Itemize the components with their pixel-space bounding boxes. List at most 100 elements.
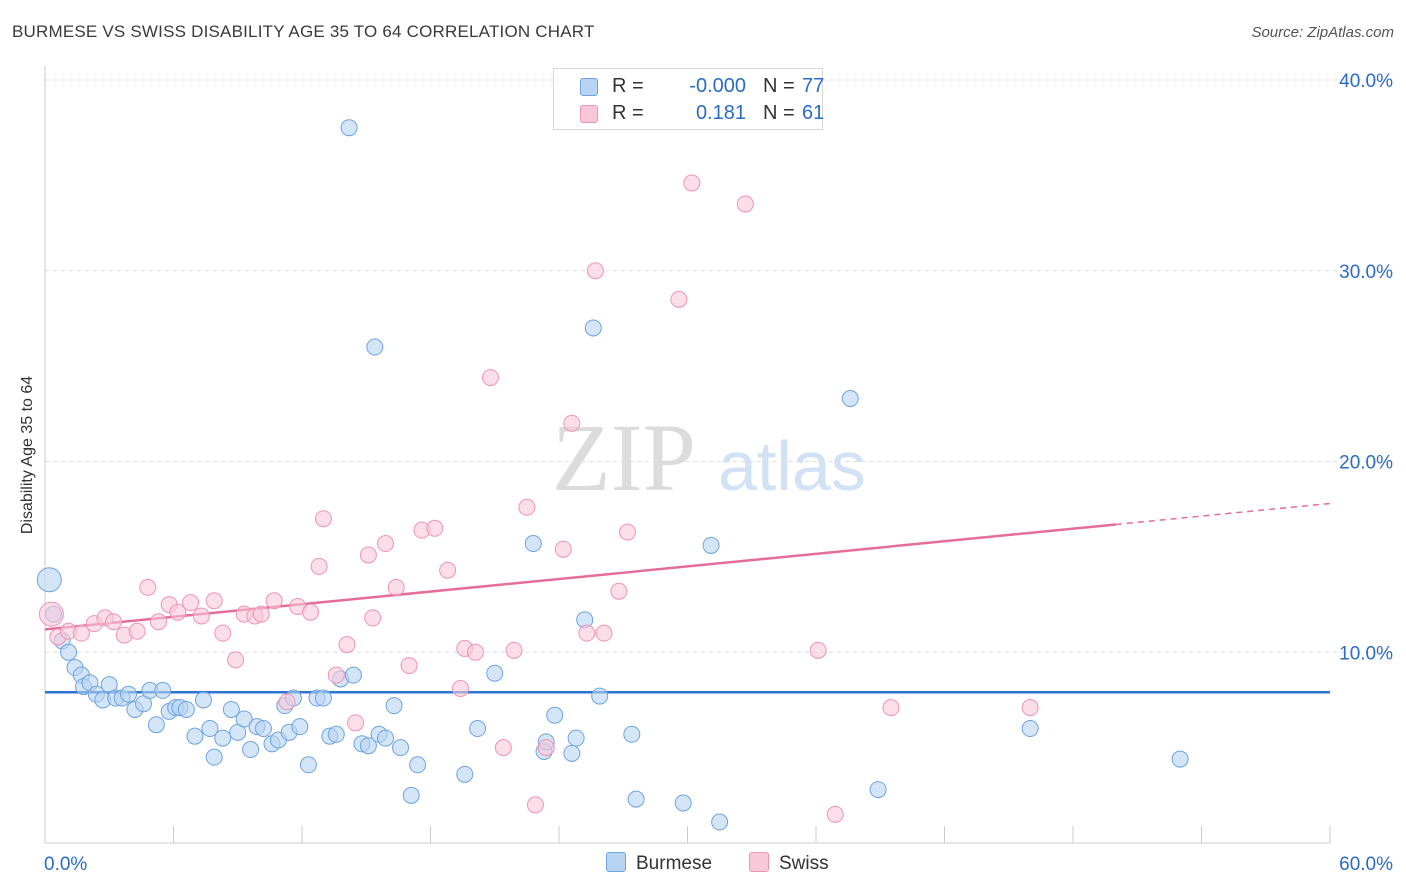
burmese-point xyxy=(1171,750,1189,768)
burmese-point xyxy=(627,790,645,808)
swiss-point xyxy=(278,693,296,711)
burmese-point xyxy=(359,737,377,755)
burmese-point xyxy=(402,786,420,804)
burmese-point xyxy=(205,748,223,766)
watermark-atlas: atlas xyxy=(718,427,866,505)
y-axis-label: Disability Age 35 to 64 xyxy=(19,375,36,535)
burmese-point xyxy=(869,781,887,799)
burmese-point xyxy=(392,739,410,757)
burmese-point xyxy=(563,744,581,762)
burmese-point xyxy=(591,687,609,705)
burmese-point xyxy=(469,720,487,738)
burmese-point xyxy=(242,741,260,759)
swiss-point xyxy=(182,594,200,612)
chart-source: Source: ZipAtlas.com xyxy=(1251,24,1394,41)
burmese-point xyxy=(409,756,427,774)
burmese-point xyxy=(201,720,219,738)
swiss-point xyxy=(302,603,320,621)
stats-legend: R = -0.000 N = 77 R = 0.181 N = 61 xyxy=(553,68,825,130)
burmese-point xyxy=(567,729,585,747)
watermark: ZIP atlas xyxy=(552,404,866,511)
swiss-point xyxy=(205,592,223,610)
swiss-point xyxy=(400,657,418,675)
x-tick-label: 60.0% xyxy=(1339,854,1393,875)
burmese-point xyxy=(366,338,384,356)
n-value: 61 xyxy=(802,102,825,124)
y-tick-label: 30.0% xyxy=(1339,262,1393,283)
n-value: 77 xyxy=(802,75,825,97)
swiss-swatch xyxy=(580,105,598,123)
burmese-point xyxy=(194,691,212,709)
swiss-point xyxy=(139,578,157,596)
burmese-point xyxy=(254,720,272,738)
burmese-swatch xyxy=(580,78,598,96)
swiss-point xyxy=(377,535,395,553)
burmese-point xyxy=(36,567,62,593)
burmese-point xyxy=(186,727,204,745)
n-label: N = xyxy=(763,102,795,124)
swiss-point xyxy=(192,607,210,625)
swiss-point xyxy=(347,714,365,732)
swiss-point xyxy=(537,739,555,757)
swiss-point xyxy=(310,557,328,575)
swiss-point xyxy=(826,805,844,823)
swiss-point xyxy=(526,796,544,814)
swiss-point xyxy=(1021,699,1039,717)
burmese-point xyxy=(340,119,358,137)
burmese-point xyxy=(456,765,474,783)
swiss-point xyxy=(252,605,270,623)
legend-item-burmese[interactable]: Burmese xyxy=(606,852,712,875)
swiss-point xyxy=(214,624,232,642)
y-tick-label: 10.0% xyxy=(1339,643,1393,664)
burmese-legend-swatch xyxy=(606,852,626,872)
swiss-point xyxy=(359,546,377,564)
swiss-point xyxy=(481,369,499,387)
n-label: N = xyxy=(763,75,795,97)
swiss-point xyxy=(451,679,469,697)
burmese-point xyxy=(1021,720,1039,738)
swiss-point xyxy=(466,643,484,661)
y-tick-label: 40.0% xyxy=(1339,71,1393,92)
burmese-point xyxy=(214,729,232,747)
chart-title: BURMESE VS SWISS DISABILITY AGE 35 TO 64… xyxy=(12,22,595,41)
burmese-point xyxy=(154,681,172,699)
swiss-point xyxy=(439,561,457,579)
swiss-point xyxy=(128,622,146,640)
burmese-point xyxy=(486,664,504,682)
burmese-point xyxy=(524,535,542,553)
burmese-point xyxy=(235,710,253,728)
swiss-point xyxy=(578,624,596,642)
burmese-point xyxy=(299,756,317,774)
swiss-point xyxy=(882,699,900,717)
swiss-point xyxy=(809,641,827,659)
tick-labels: 10.0% 20.0% 30.0% 40.0% 0.0% 60.0% xyxy=(44,71,1393,875)
swiss-point xyxy=(105,613,123,631)
swiss-point xyxy=(364,609,382,627)
swiss-point xyxy=(563,414,581,432)
burmese-point xyxy=(623,725,641,743)
swiss-point xyxy=(505,641,523,659)
burmese-point xyxy=(60,643,78,661)
burmese-point xyxy=(584,319,602,337)
burmese-point xyxy=(291,718,309,736)
swiss-point xyxy=(227,651,245,669)
burmese-point xyxy=(120,685,138,703)
swiss-point xyxy=(150,613,168,631)
burmese-point xyxy=(546,706,564,724)
swiss-point xyxy=(265,592,283,610)
burmese-point xyxy=(674,794,692,812)
r-label: R = xyxy=(612,75,644,97)
burmese-point xyxy=(344,666,362,684)
swiss-point xyxy=(38,601,64,627)
swiss-point xyxy=(327,666,345,684)
x-tick-label: 0.0% xyxy=(44,854,87,875)
legend-item-swiss[interactable]: Swiss xyxy=(749,852,829,875)
r-value: 0.181 xyxy=(695,102,746,124)
grid xyxy=(45,79,1392,653)
burmese-point xyxy=(385,697,403,715)
swiss-point xyxy=(610,582,628,600)
burmese-point xyxy=(314,689,332,707)
burmese-point xyxy=(702,536,720,554)
swiss-point xyxy=(72,624,90,642)
